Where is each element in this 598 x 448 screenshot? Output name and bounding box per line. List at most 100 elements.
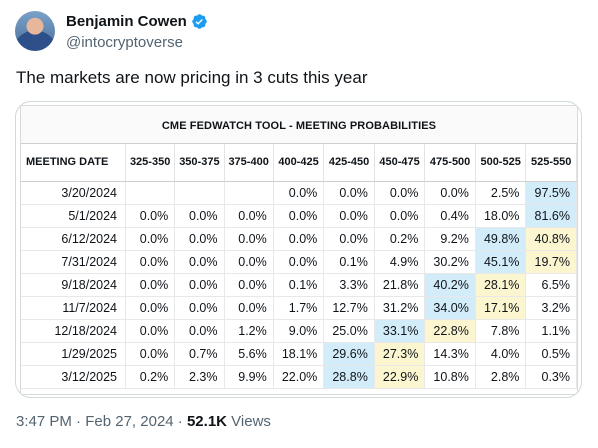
- column-header-meeting-date: MEETING DATE: [21, 144, 126, 182]
- probability-cell: 0.4%: [424, 204, 476, 228]
- probability-cell: 10.8%: [424, 365, 476, 389]
- probability-cell: 18.0%: [475, 204, 527, 228]
- probability-cell: 5.6%: [224, 342, 274, 366]
- avatar[interactable]: [15, 11, 55, 51]
- table-row: 9/18/2024 0.0% 0.0% 0.0% 0.1% 3.3% 21.8% 40.2% 2…: [21, 273, 577, 297]
- probability-cell: 0.0%: [323, 204, 375, 228]
- probability-cell: 4.0%: [475, 342, 527, 366]
- column-header-rate: 475-500: [424, 144, 476, 182]
- probability-cell: 0.0%: [125, 204, 176, 228]
- probability-cell: 1.1%: [525, 319, 577, 343]
- table-row: 5/1/2024 0.0% 0.0% 0.0% 0.0% 0.0% 0.0% 0.4% 18.0…: [21, 204, 577, 228]
- probability-cell: 0.0%: [125, 296, 176, 320]
- table-row: 7/31/2024 0.0% 0.0% 0.0% 0.0% 0.1% 4.9% 30.2% 45…: [21, 250, 577, 274]
- probability-cell: 0.0%: [174, 227, 225, 251]
- probability-cell: 0.0%: [224, 273, 274, 297]
- probability-cell: 0.0%: [273, 204, 325, 228]
- probability-cell: 14.3%: [424, 342, 476, 366]
- probability-cell: 0.0%: [174, 296, 225, 320]
- column-header-rate: 425-450: [323, 144, 375, 182]
- probability-cell: 81.6%: [525, 204, 577, 228]
- verified-badge-icon[interactable]: [191, 13, 208, 30]
- probability-cell: 21.8%: [374, 273, 426, 297]
- probability-cell: 28.8%: [323, 365, 375, 389]
- views-label: Views: [231, 413, 271, 430]
- author-name[interactable]: Benjamin Cowen: [66, 13, 187, 30]
- probability-cell: 0.0%: [174, 250, 225, 274]
- probability-cell: 34.0%: [424, 296, 476, 320]
- probability-cell: [125, 181, 176, 205]
- probability-cell: 0.0%: [224, 204, 274, 228]
- probability-cell: 0.1%: [323, 250, 375, 274]
- probability-cell: 9.9%: [224, 365, 274, 389]
- probability-cell: 1.7%: [273, 296, 325, 320]
- probability-cell: 6.5%: [525, 273, 577, 297]
- probability-cell: 2.5%: [475, 181, 527, 205]
- column-header-rate: 375-400: [224, 144, 274, 182]
- author-handle[interactable]: @intocryptoverse: [66, 34, 183, 51]
- probabilities-table: MEETING DATE 325-350 350-375 375-400 400-425…: [21, 144, 577, 389]
- meeting-date-cell: 5/1/2024: [21, 204, 126, 228]
- probability-cell: 9.2%: [424, 227, 476, 251]
- probability-cell: 0.0%: [125, 342, 176, 366]
- probability-cell: 22.8%: [424, 319, 476, 343]
- table-title: CME FEDWATCH TOOL - MEETING PROBABILITIE…: [21, 106, 577, 144]
- probability-cell: 0.0%: [125, 250, 176, 274]
- column-header-rate: 500-525: [475, 144, 527, 182]
- probability-cell: 3.3%: [323, 273, 375, 297]
- column-header-rate: 400-425: [273, 144, 325, 182]
- table-row: 6/12/2024 0.0% 0.0% 0.0% 0.0% 0.0% 0.2% 9.2% 49.…: [21, 227, 577, 251]
- tweet-meta: 3:47 PM · Feb 27, 2024 · 52.1K Views: [16, 413, 271, 430]
- probability-cell: 2.8%: [475, 365, 527, 389]
- table-row: 3/20/2024 0.0% 0.0% 0.0% 0.0% 2.5% 97.5%: [21, 181, 577, 205]
- tweet-date[interactable]: Feb 27, 2024: [85, 413, 174, 430]
- table-row: 1/29/2025 0.0% 0.7% 5.6% 18.1% 29.6% 27.3% 14.3…: [21, 342, 577, 366]
- table-row: 12/18/2024 0.0% 0.0% 1.2% 9.0% 25.0% 33.1% 22.8…: [21, 319, 577, 343]
- tweet-time[interactable]: 3:47 PM: [16, 413, 72, 430]
- probability-cell: [224, 181, 274, 205]
- probability-cell: 0.0%: [224, 250, 274, 274]
- probability-cell: 33.1%: [374, 319, 426, 343]
- probability-cell: 0.0%: [174, 273, 225, 297]
- meeting-date-cell: 3/20/2024: [21, 181, 126, 205]
- meeting-date-cell: 9/18/2024: [21, 273, 126, 297]
- probability-cell: 0.5%: [525, 342, 577, 366]
- probability-cell: 0.2%: [125, 365, 176, 389]
- column-header-rate: 350-375: [174, 144, 225, 182]
- probability-cell: 22.9%: [374, 365, 426, 389]
- table-row: 3/12/2025 0.2% 2.3% 9.9% 22.0% 28.8% 22.9% 10.8…: [21, 365, 577, 389]
- column-header-rate: 325-350: [125, 144, 176, 182]
- probability-cell: 27.3%: [374, 342, 426, 366]
- probability-cell: 3.2%: [525, 296, 577, 320]
- probability-cell: 0.0%: [374, 204, 426, 228]
- meta-separator: ·: [76, 413, 82, 430]
- table-header-row: MEETING DATE 325-350 350-375 375-400 400-425…: [21, 144, 577, 182]
- probability-cell: 17.1%: [475, 296, 527, 320]
- probability-cell: 19.7%: [525, 250, 577, 274]
- fedwatch-table: CME FEDWATCH TOOL - MEETING PROBABILITIE…: [20, 105, 578, 395]
- probability-cell: 0.0%: [125, 273, 176, 297]
- probability-cell: 0.0%: [374, 181, 426, 205]
- probability-cell: 1.2%: [224, 319, 274, 343]
- probability-cell: 12.7%: [323, 296, 375, 320]
- column-header-rate: 450-475: [374, 144, 426, 182]
- tweet-header: Benjamin Cowen @intocryptoverse: [15, 10, 585, 54]
- author-name-row: Benjamin Cowen: [66, 13, 208, 30]
- probability-cell: 0.0%: [273, 250, 325, 274]
- meeting-date-cell: 3/12/2025: [21, 365, 126, 389]
- tweet-media-image[interactable]: CME FEDWATCH TOOL - MEETING PROBABILITIE…: [15, 101, 582, 398]
- probability-cell: 0.0%: [424, 181, 476, 205]
- probability-cell: 0.0%: [224, 296, 274, 320]
- probability-cell: 31.2%: [374, 296, 426, 320]
- meeting-date-cell: 12/18/2024: [21, 319, 126, 343]
- probability-cell: 0.0%: [323, 181, 375, 205]
- probability-cell: 0.7%: [174, 342, 225, 366]
- probability-cell: 45.1%: [475, 250, 527, 274]
- probability-cell: 0.3%: [525, 365, 577, 389]
- probability-cell: 30.2%: [424, 250, 476, 274]
- probability-cell: 40.2%: [424, 273, 476, 297]
- probability-cell: 2.3%: [174, 365, 225, 389]
- probability-cell: 40.8%: [525, 227, 577, 251]
- probability-cell: 0.0%: [224, 227, 274, 251]
- probability-cell: 25.0%: [323, 319, 375, 343]
